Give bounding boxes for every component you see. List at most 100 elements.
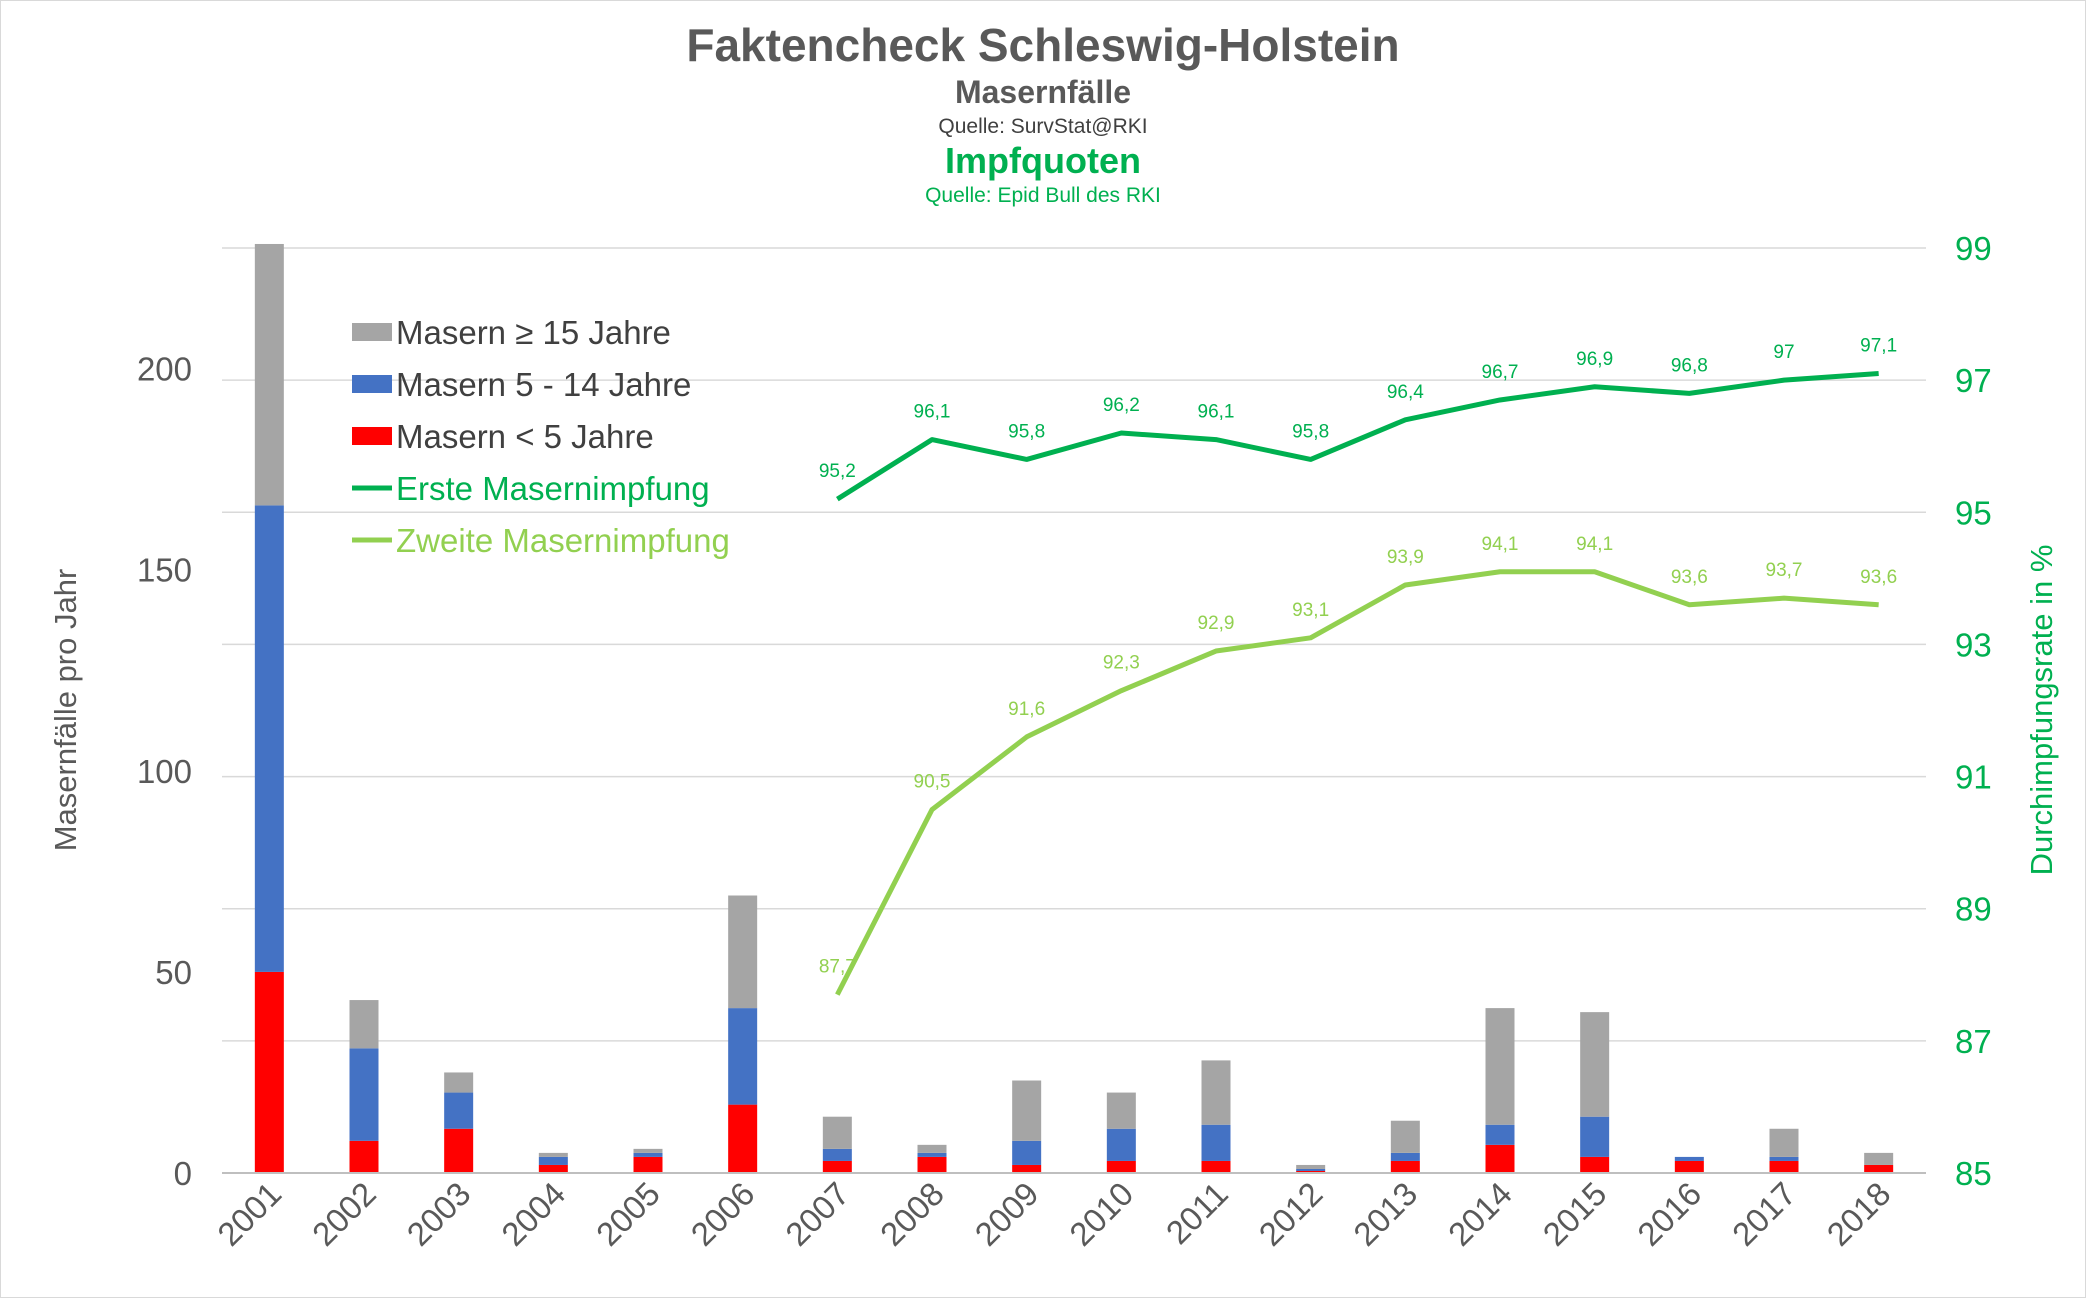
right-tick-label: 85 — [1955, 1155, 1992, 1192]
x-tick-label: 2010 — [1062, 1175, 1140, 1253]
x-tick-label: 2001 — [210, 1175, 288, 1253]
x-tick-label: 2013 — [1346, 1175, 1424, 1253]
data-label: 92,9 — [1198, 613, 1235, 634]
bar-segment — [1864, 1152, 1894, 1165]
bar-segment — [444, 1092, 474, 1129]
bar-segment — [1012, 1164, 1042, 1173]
bar-segment — [728, 1104, 758, 1173]
bar-segment — [1580, 1116, 1610, 1157]
x-tick-label: 2014 — [1441, 1175, 1519, 1253]
bar-segment — [728, 1008, 758, 1105]
bar-segment — [1769, 1156, 1799, 1161]
x-tick-label: 2004 — [494, 1175, 572, 1253]
bar-segment — [1296, 1168, 1326, 1171]
data-label: 93,6 — [1671, 567, 1708, 588]
bar-segment — [917, 1152, 947, 1157]
left-tick-label: 150 — [137, 552, 192, 589]
data-label: 96,2 — [1103, 395, 1140, 416]
stacked-bars — [254, 243, 1894, 1173]
left-tick-label: 0 — [174, 1155, 192, 1192]
bar-segment — [1296, 1164, 1326, 1169]
bar-segment — [1485, 1124, 1515, 1145]
left-tick-label: 200 — [137, 351, 192, 388]
data-label: 92,3 — [1103, 653, 1140, 674]
bar-segment — [444, 1072, 474, 1093]
legend-label: Masern < 5 Jahre — [396, 418, 654, 455]
left-tick-label: 50 — [155, 954, 192, 991]
right-tick-label: 87 — [1955, 1023, 1992, 1060]
right-tick-label: 91 — [1955, 759, 1992, 796]
cases-subtitle: Masernfälle — [954, 74, 1132, 110]
x-tick-label: 2006 — [684, 1175, 762, 1253]
data-label: 94,1 — [1576, 534, 1613, 555]
data-label: 96,4 — [1387, 382, 1424, 403]
bar-segment — [538, 1152, 568, 1157]
bar-segment — [822, 1160, 852, 1173]
x-tick-label: 2018 — [1820, 1175, 1898, 1253]
legend-label: Zweite Masernimpfung — [396, 522, 730, 559]
bar-segment — [822, 1116, 852, 1149]
line-series — [836, 371, 1879, 502]
chart-title: Faktencheck Schleswig-Holstein — [686, 19, 1400, 71]
legend-label: Masern ≥ 15 Jahre — [396, 314, 671, 351]
data-label: 94,1 — [1482, 534, 1519, 555]
bar-segment — [1864, 1164, 1894, 1173]
data-label: 93,9 — [1387, 547, 1424, 568]
data-label: 96,8 — [1671, 355, 1708, 376]
bar-segment — [538, 1164, 568, 1173]
legend-swatch — [352, 375, 392, 393]
left-tick-label: 100 — [137, 753, 192, 790]
legend-label: Masern 5 - 14 Jahre — [396, 366, 691, 403]
data-label: 90,5 — [914, 772, 951, 793]
data-label: 93,7 — [1766, 560, 1803, 581]
bar-segment — [633, 1152, 663, 1157]
right-tick-label: 93 — [1955, 626, 1992, 663]
vaccination-subtitle: Impfquoten — [945, 140, 1141, 181]
bar-segment — [1580, 1156, 1610, 1173]
vaccination-source: Quelle: Epid Bull des RKI — [925, 184, 1161, 207]
right-tick-label: 89 — [1955, 891, 1992, 928]
data-label: 96,7 — [1482, 362, 1519, 383]
x-tick-label: 2003 — [400, 1175, 478, 1253]
rate-lines — [835, 371, 1879, 996]
bar-segment — [822, 1148, 852, 1161]
bar-segment — [1674, 1156, 1704, 1161]
right-axis-title: Durchimpfungsrate in % — [2024, 545, 2059, 876]
bar-segment — [633, 1148, 663, 1153]
bar-segment — [1106, 1128, 1136, 1161]
bar-segment — [1296, 1170, 1326, 1173]
legend: Masern ≥ 15 Jahre Masern 5 - 14 Jahre Mase… — [352, 314, 730, 559]
data-label: 93,1 — [1292, 600, 1329, 621]
legend-swatch — [352, 323, 392, 341]
data-label: 96,1 — [914, 402, 951, 423]
bar-segment — [633, 1156, 663, 1173]
data-label: 95,8 — [1008, 421, 1045, 442]
x-tick-label: 2012 — [1252, 1175, 1330, 1253]
legend-label: Erste Masernimpfung — [396, 470, 710, 507]
bar-segment — [1390, 1120, 1420, 1153]
right-tick-label: 95 — [1955, 494, 1992, 531]
right-tick-label: 99 — [1955, 230, 1992, 267]
bar-segment — [1674, 1160, 1704, 1173]
x-tick-label: 2009 — [968, 1175, 1046, 1253]
bar-segment — [1012, 1080, 1042, 1141]
x-tick-label: 2005 — [589, 1175, 667, 1253]
bar-segment — [1201, 1124, 1231, 1161]
legend-swatch — [352, 427, 392, 445]
bar-segment — [349, 1048, 379, 1141]
bar-segment — [1485, 1008, 1515, 1125]
left-axis-title: Masernfälle pro Jahr — [48, 569, 83, 852]
bar-segment — [1106, 1160, 1136, 1173]
bar-segment — [728, 895, 758, 1009]
bar-segment — [254, 505, 284, 972]
bar-segment — [917, 1156, 947, 1173]
bar-segment — [1769, 1128, 1799, 1157]
data-label: 97,1 — [1860, 336, 1897, 357]
bar-segment — [254, 971, 284, 1173]
bar-segment — [349, 1140, 379, 1173]
bar-segment — [1201, 1060, 1231, 1125]
x-tick-label: 2015 — [1536, 1175, 1614, 1253]
bar-segment — [917, 1144, 947, 1153]
